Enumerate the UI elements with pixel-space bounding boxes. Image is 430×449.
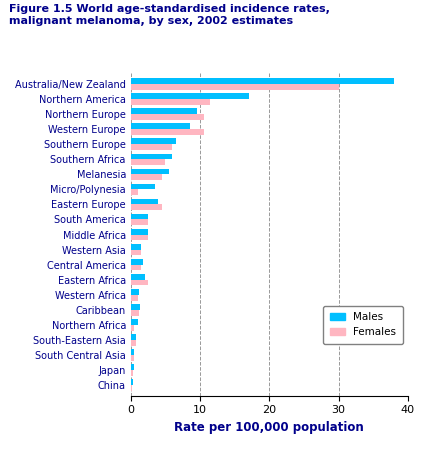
Bar	[131, 334, 136, 340]
Bar	[131, 295, 138, 300]
Bar	[131, 199, 159, 204]
Bar	[131, 234, 148, 240]
Bar	[131, 99, 210, 105]
Bar	[131, 138, 176, 144]
Bar	[131, 123, 190, 129]
Bar	[131, 310, 139, 316]
Bar	[131, 340, 135, 346]
Bar	[131, 93, 249, 99]
Bar	[131, 274, 144, 280]
Bar	[131, 168, 169, 174]
Legend: Males, Females: Males, Females	[323, 306, 403, 343]
Bar	[131, 304, 140, 310]
Bar	[131, 370, 133, 376]
X-axis label: Rate per 100,000 population: Rate per 100,000 population	[175, 421, 364, 434]
Bar	[131, 349, 134, 355]
Bar	[131, 379, 133, 385]
Bar	[131, 355, 133, 361]
Bar	[131, 159, 166, 165]
Bar	[131, 84, 339, 90]
Bar	[131, 129, 203, 135]
Bar	[131, 264, 141, 270]
Bar	[131, 184, 155, 189]
Bar	[131, 154, 172, 159]
Bar	[131, 114, 203, 120]
Bar	[131, 220, 148, 225]
Bar	[131, 78, 394, 84]
Bar	[131, 229, 148, 234]
Bar	[131, 189, 138, 195]
Bar	[131, 204, 162, 210]
Bar	[131, 174, 162, 180]
Bar	[131, 319, 138, 325]
Bar	[131, 289, 139, 295]
Bar	[131, 144, 172, 150]
Bar	[131, 280, 148, 286]
Bar	[131, 250, 141, 255]
Bar	[131, 108, 197, 114]
Bar	[131, 259, 143, 264]
Bar	[131, 214, 148, 220]
Bar	[131, 365, 133, 370]
Bar	[131, 244, 141, 250]
Bar	[131, 385, 132, 391]
Text: Figure 1.5 World age-standardised incidence rates,
malignant melanoma, by sex, 2: Figure 1.5 World age-standardised incide…	[9, 4, 329, 26]
Bar	[131, 325, 134, 330]
